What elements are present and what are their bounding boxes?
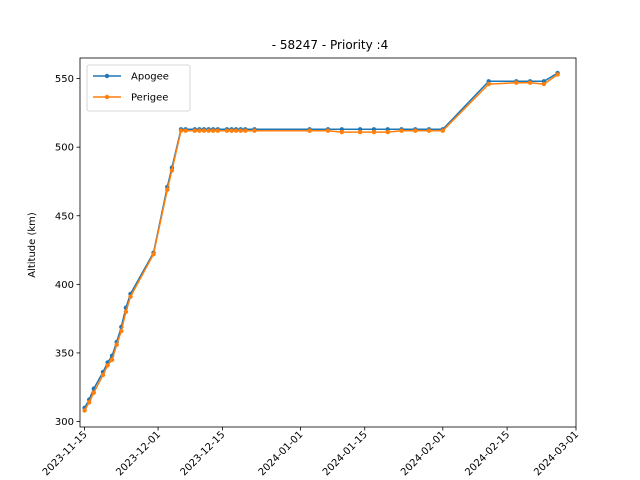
legend-label-apogee: Apogee xyxy=(131,72,169,83)
data-point-perigee xyxy=(114,342,119,347)
plot-area xyxy=(82,70,560,413)
data-point-perigee xyxy=(109,357,115,362)
data-point-perigee xyxy=(128,294,133,299)
data-point-perigee xyxy=(169,168,175,173)
data-point-perigee xyxy=(192,128,197,133)
data-point-perigee xyxy=(527,80,533,85)
data-point-perigee xyxy=(183,128,188,133)
data-point-perigee xyxy=(440,128,445,133)
y-tick-label: 300 xyxy=(55,417,74,428)
y-axis-label: Altitude (km) xyxy=(27,212,38,278)
legend-label-perigee: Perigee xyxy=(131,93,168,104)
legend-marker-perigee xyxy=(104,94,110,100)
data-point-perigee xyxy=(357,129,363,135)
y-tick-label: 550 xyxy=(55,74,74,85)
chart-title: - 58247 - Priority :4 xyxy=(272,38,388,52)
data-point-perigee xyxy=(555,72,560,77)
y-tick-label: 400 xyxy=(55,280,74,291)
data-point-perigee xyxy=(100,372,106,378)
data-point-perigee xyxy=(385,129,390,135)
data-point-perigee xyxy=(238,128,243,133)
data-point-perigee xyxy=(399,128,404,133)
data-point-perigee xyxy=(201,128,207,133)
data-point-perigee xyxy=(426,128,432,133)
data-point-perigee xyxy=(211,128,216,133)
data-point-perigee xyxy=(105,363,110,368)
data-point-perigee xyxy=(123,309,129,314)
data-point-perigee xyxy=(413,128,418,133)
data-point-perigee xyxy=(197,128,202,133)
data-point-perigee xyxy=(252,128,257,133)
data-point-perigee xyxy=(206,128,211,133)
y-tick-label: 500 xyxy=(55,143,74,154)
data-point-perigee xyxy=(215,128,220,133)
data-point-perigee xyxy=(325,128,331,133)
data-point-perigee xyxy=(243,128,248,133)
data-point-perigee xyxy=(119,328,124,334)
series-line-perigee xyxy=(83,73,559,411)
legend-marker-apogee xyxy=(104,73,110,79)
axes-frame xyxy=(79,57,577,428)
data-point-perigee xyxy=(178,128,184,133)
data-point-perigee xyxy=(82,408,87,413)
data-point-perigee xyxy=(224,128,230,133)
data-point-perigee xyxy=(339,129,344,135)
data-point-perigee xyxy=(371,129,377,135)
data-point-perigee xyxy=(151,252,156,257)
y-tick-label: 450 xyxy=(55,211,74,222)
data-point-perigee xyxy=(87,400,92,405)
data-point-perigee xyxy=(229,128,234,133)
y-tick-label: 350 xyxy=(55,348,74,359)
data-point-perigee xyxy=(486,81,491,87)
legend: Apogee Perigee xyxy=(86,64,191,112)
data-point-perigee xyxy=(514,80,519,85)
data-point-perigee xyxy=(91,390,97,395)
data-point-perigee xyxy=(233,128,239,133)
data-point-perigee xyxy=(541,81,547,87)
data-point-perigee xyxy=(165,187,170,192)
data-point-perigee xyxy=(307,128,312,133)
